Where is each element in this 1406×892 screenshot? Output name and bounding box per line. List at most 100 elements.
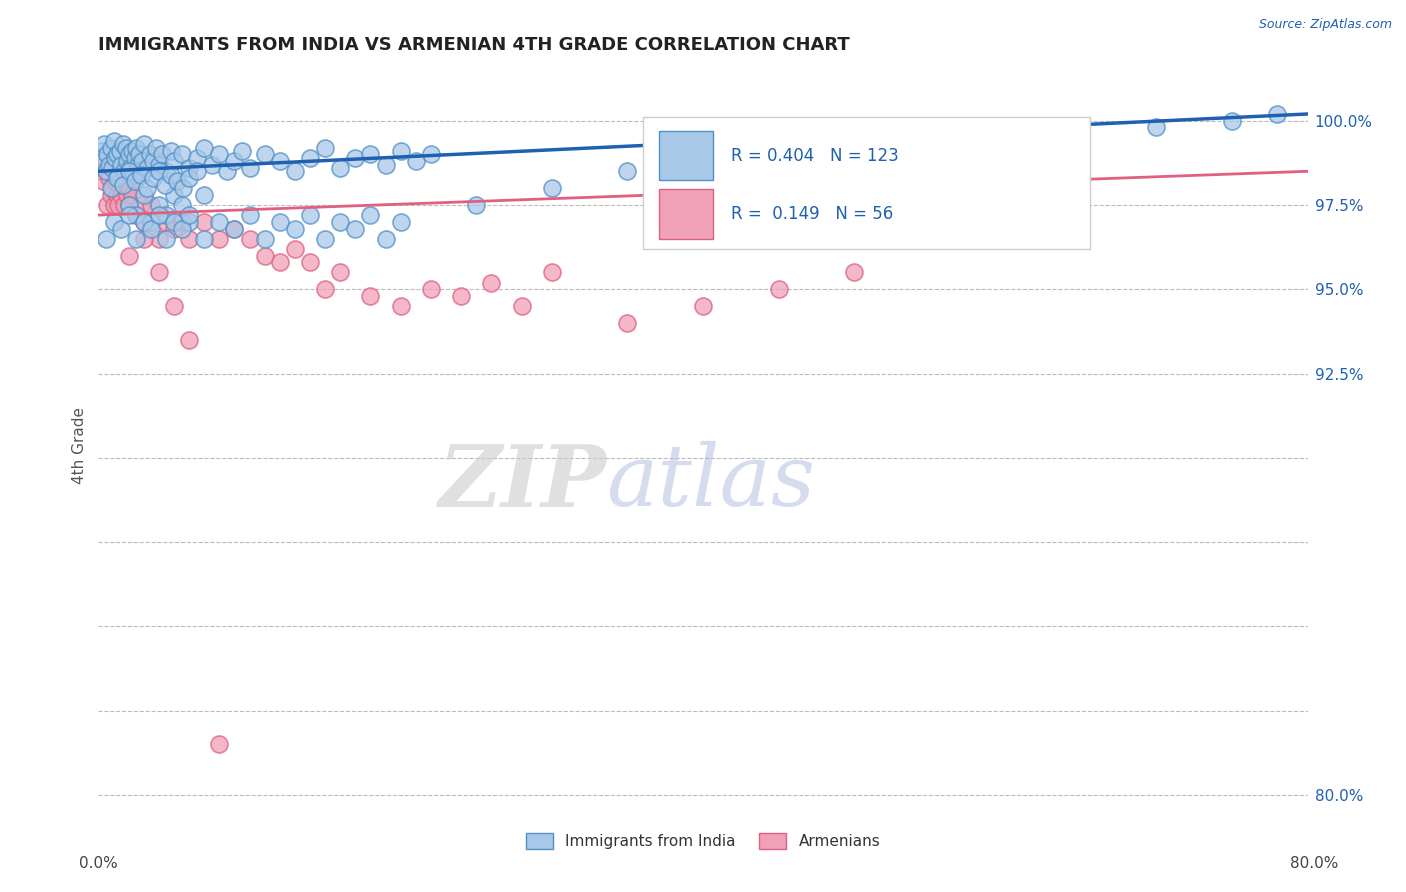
Point — [193, 187, 215, 202]
Point — [389, 144, 412, 158]
Point — [208, 215, 231, 229]
Point — [100, 181, 122, 195]
Point — [132, 137, 155, 152]
Point — [118, 147, 141, 161]
Point — [135, 161, 157, 175]
Point — [314, 141, 336, 155]
Point — [540, 181, 562, 195]
Point — [465, 198, 488, 212]
Point — [94, 164, 117, 178]
Point — [93, 137, 115, 152]
Point — [163, 299, 186, 313]
Point — [1267, 107, 1289, 121]
Point — [160, 144, 183, 158]
Point — [129, 168, 152, 182]
Text: 0.0%: 0.0% — [79, 856, 118, 871]
Point — [329, 265, 352, 279]
Point — [112, 164, 135, 178]
Point — [105, 147, 128, 161]
Point — [389, 299, 412, 313]
Point — [314, 282, 336, 296]
Point — [389, 215, 412, 229]
Point — [141, 198, 163, 212]
Text: atlas: atlas — [606, 442, 815, 524]
Point — [179, 161, 201, 175]
Point — [224, 221, 246, 235]
Point — [125, 141, 148, 155]
Point — [299, 151, 322, 165]
Point — [420, 282, 443, 296]
Point — [142, 154, 165, 169]
FancyBboxPatch shape — [643, 117, 1090, 249]
Point — [110, 221, 132, 235]
Point — [299, 255, 322, 269]
Point — [844, 265, 866, 279]
Point — [94, 232, 117, 246]
Point — [107, 168, 129, 182]
Point — [844, 147, 866, 161]
Point — [105, 187, 128, 202]
Point — [540, 265, 562, 279]
Point — [124, 174, 146, 188]
Point — [163, 221, 186, 235]
Point — [329, 161, 352, 175]
Point — [124, 151, 146, 165]
Point — [155, 208, 177, 222]
Point — [150, 147, 173, 161]
Point — [122, 168, 145, 182]
Point — [420, 147, 443, 161]
Point — [118, 208, 141, 222]
Point — [208, 147, 231, 161]
Point — [96, 198, 118, 212]
Point — [153, 178, 176, 192]
Point — [155, 232, 177, 246]
Point — [141, 215, 163, 229]
Point — [179, 215, 201, 229]
Point — [994, 130, 1017, 145]
Point — [100, 141, 122, 155]
Point — [111, 137, 134, 152]
Point — [111, 171, 134, 186]
Point — [253, 232, 276, 246]
Point — [170, 147, 193, 161]
FancyBboxPatch shape — [659, 189, 713, 239]
Point — [170, 221, 193, 235]
Point — [121, 144, 143, 158]
Text: ZIP: ZIP — [439, 441, 606, 524]
Point — [115, 187, 138, 202]
Point — [91, 154, 114, 169]
Text: 80.0%: 80.0% — [1291, 856, 1339, 871]
Point — [405, 154, 427, 169]
Point — [103, 134, 125, 148]
Point — [360, 289, 382, 303]
Point — [768, 282, 790, 296]
Legend: Immigrants from India, Armenians: Immigrants from India, Armenians — [520, 827, 886, 855]
Point — [132, 215, 155, 229]
Point — [100, 187, 122, 202]
Point — [101, 161, 124, 175]
Text: R =  0.149   N = 56: R = 0.149 N = 56 — [731, 205, 893, 223]
Point — [193, 232, 215, 246]
Point — [131, 154, 153, 169]
Text: IMMIGRANTS FROM INDIA VS ARMENIAN 4TH GRADE CORRELATION CHART: IMMIGRANTS FROM INDIA VS ARMENIAN 4TH GR… — [98, 36, 851, 54]
Point — [1220, 113, 1243, 128]
Point — [360, 208, 382, 222]
Point — [208, 737, 231, 751]
Point — [148, 164, 170, 178]
Point — [115, 154, 138, 169]
Point — [692, 299, 714, 313]
FancyBboxPatch shape — [659, 131, 713, 180]
Point — [172, 181, 194, 195]
Point — [96, 147, 118, 161]
Point — [170, 215, 193, 229]
Point — [616, 164, 638, 178]
Point — [1146, 120, 1168, 135]
Point — [1070, 127, 1092, 141]
Point — [253, 147, 276, 161]
Text: Source: ZipAtlas.com: Source: ZipAtlas.com — [1258, 18, 1392, 31]
Point — [94, 154, 117, 169]
Point — [284, 221, 307, 235]
Point — [148, 157, 170, 171]
Point — [90, 164, 112, 178]
Point — [179, 333, 201, 347]
